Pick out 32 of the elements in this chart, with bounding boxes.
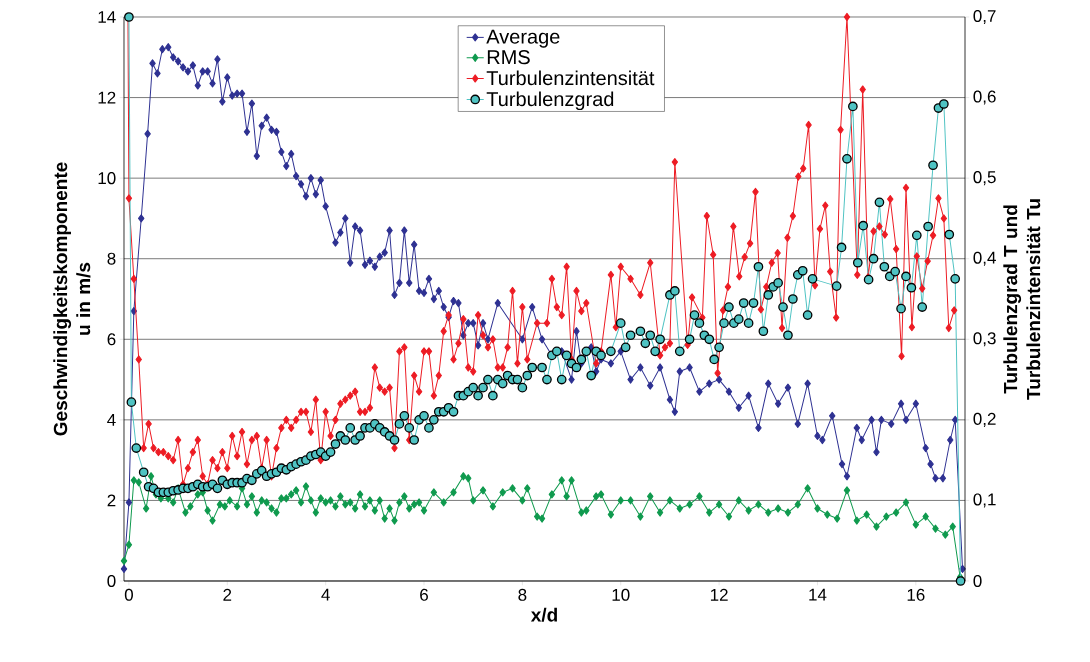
y-axis-title: Geschwindigkeitskomponente u in m/s [53,162,91,436]
y2-tick-label: 0,2 [973,412,996,427]
y2-tick-label: 0,3 [973,332,996,347]
y-tick-label: 6 [107,333,116,346]
x-tick-label: 12 [710,588,728,601]
y2-tick-label: 0,4 [973,251,996,266]
y2-tick-label: 0,6 [973,90,996,105]
x-tick-label: 8 [518,588,527,601]
x-tick-label: 16 [907,588,925,601]
x-tick-label: 10 [612,588,630,601]
x-tick-label: 4 [321,588,330,601]
y-tick-label: 12 [98,91,116,104]
x-tick-label: 6 [420,588,428,601]
y-tick-label: 0 [107,574,116,588]
legend-label: RMS [487,50,530,65]
y2-tick-label: 0,7 [973,9,996,25]
y2-axis-title: Turbulenzgrad T und Turbulenzintensität Tu [1003,199,1041,400]
legend-label: Turbulenzintensität [486,70,655,86]
y-tick-label: 4 [107,414,116,426]
legend-label: Average [486,29,560,48]
y-tick-label: 10 [98,172,116,185]
y-tick-label: 8 [107,252,116,265]
x-tick-label: 2 [223,588,232,601]
y-tick-label: 14 [98,11,116,23]
x-tick-label: 0 [124,588,133,601]
y2-tick-label: 0,1 [973,493,996,508]
y2-tick-label: 0 [973,574,982,588]
x-tick-label: 14 [809,588,827,601]
y2-tick-label: 0,5 [973,171,996,186]
x-axis-title: x/d [530,607,557,622]
y-tick-label: 2 [107,494,116,507]
legend-label: Turbulenzgrad [486,91,614,111]
